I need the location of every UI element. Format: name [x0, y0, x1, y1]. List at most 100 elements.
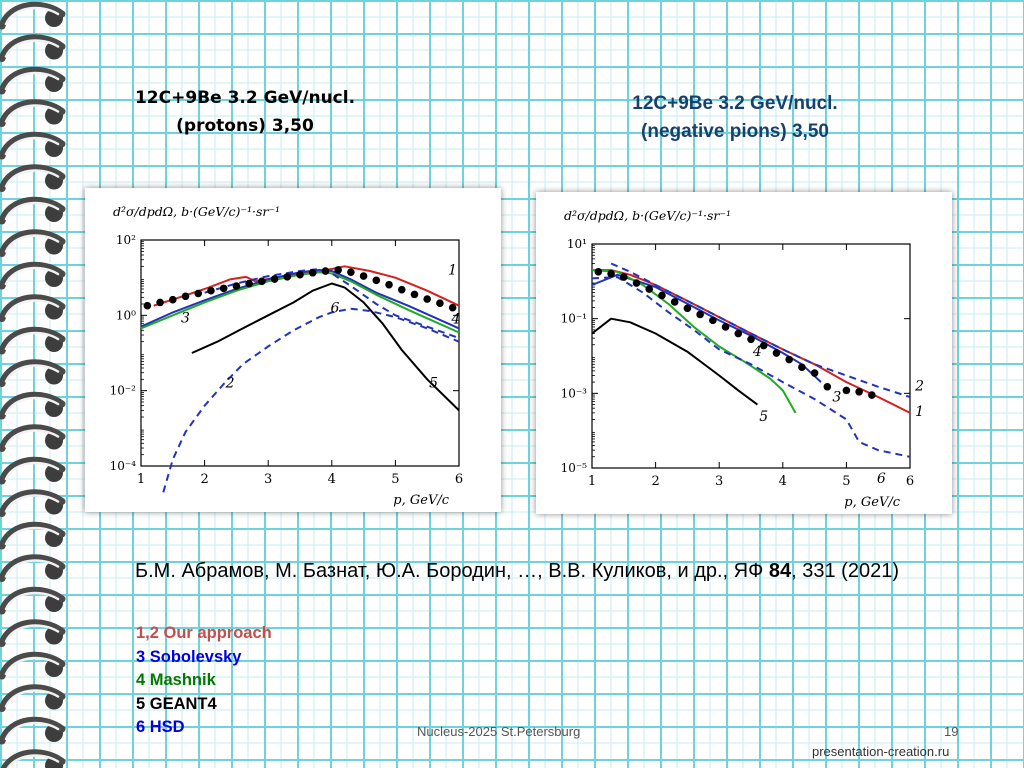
footer-conference: Nucleus-2025 St.Petersburg	[417, 724, 581, 739]
data-point	[734, 329, 743, 338]
legend-item-geant4: 5 GEANT4	[136, 694, 217, 713]
spiral-ring	[0, 749, 66, 768]
series-line-5	[191, 282, 460, 412]
legend-item-hsd: 6 HSD	[136, 718, 185, 736]
data-point	[219, 284, 228, 293]
data-point	[321, 267, 330, 275]
spiral-ring	[0, 196, 66, 225]
data-point	[181, 292, 190, 301]
series-line-5	[591, 317, 758, 406]
page-number: 19	[944, 724, 959, 739]
x-tick-label: 3	[264, 472, 272, 487]
data-point	[372, 276, 381, 285]
x-tick-label: 6	[906, 474, 914, 489]
y-tick-label: 10⁻²	[110, 384, 137, 398]
curve-label-3: 3	[832, 390, 841, 406]
data-point	[632, 279, 641, 287]
data-point	[772, 349, 781, 357]
y-tick-label: 10⁻⁵	[561, 461, 588, 475]
spiral-ring	[0, 359, 66, 387]
curve-label-1: 1	[915, 404, 924, 420]
x-tick-label: 5	[842, 474, 850, 489]
data-point	[842, 386, 851, 395]
spiral-ring	[0, 99, 66, 127]
series-line-4	[140, 271, 460, 334]
data-point	[232, 282, 241, 290]
spiral-ring	[0, 34, 66, 62]
x-tick-label: 3	[715, 474, 723, 489]
x-tick-label: 5	[391, 472, 399, 487]
x-tick-label: 2	[651, 474, 659, 489]
x-tick-label: 6	[455, 472, 463, 487]
data-point	[397, 285, 406, 294]
data-point	[423, 295, 432, 303]
x-tick-label: 4	[779, 474, 787, 489]
curve-label-6: 6	[877, 471, 886, 487]
data-point	[347, 268, 355, 276]
pions-chart-svg: 1 2 3 4 5 6 10¹ 10⁻¹ 10⁻³ 10⁻⁵ d²σ/dpdΩ, b·(GeV/c)…	[561, 208, 925, 510]
notebook-spiral-binding	[0, 1, 66, 768]
y-tick-label: 10¹	[567, 237, 587, 251]
curve-label-6: 6	[331, 300, 340, 316]
data-point	[448, 303, 457, 312]
data-point	[683, 304, 692, 313]
data-point	[436, 299, 444, 307]
data-point	[385, 280, 393, 289]
data-point	[296, 270, 304, 279]
series-line-3	[140, 269, 460, 330]
protons-chart: 1 2 3 4 5 6 10² 10⁰ 10⁻² 10⁻⁴ d²σ/dpdΩ, b·(GeV/c)⁻…	[85, 188, 501, 512]
x-axis-label: p, GeV/c	[393, 493, 449, 508]
spiral-ring	[0, 554, 66, 582]
y-tick-label: 10⁻³	[561, 386, 588, 400]
spiral-ring	[0, 131, 66, 160]
data-point	[747, 335, 755, 344]
data-point	[823, 382, 832, 391]
spiral-ring	[0, 716, 66, 745]
spiral-ring	[0, 391, 66, 420]
data-point	[594, 268, 603, 276]
spiral-ring	[0, 586, 66, 615]
citation: Б.М. Абрамов, М. Базнат, Ю.А. Бородин, ……	[135, 560, 899, 583]
model-legend: 1,2 Our approach 3 Sobolevsky 4 Mashnik …	[136, 622, 272, 740]
spiral-ring	[0, 326, 66, 355]
data-point	[156, 298, 164, 307]
spiral-ring	[0, 651, 66, 680]
data-point	[620, 273, 628, 281]
spiral-ring	[0, 164, 66, 192]
data-point	[334, 266, 342, 274]
series-line-6	[591, 276, 911, 458]
spiral-ring	[0, 684, 66, 712]
spiral-ring	[0, 456, 66, 485]
data-point	[855, 387, 863, 396]
data-point	[868, 391, 876, 399]
data-point	[194, 289, 203, 298]
data-point	[245, 279, 253, 288]
citation-pages: , 331 (2021)	[791, 560, 899, 582]
data-point	[645, 285, 654, 293]
right-title-line2: (negative pions) 3,50	[641, 121, 829, 142]
data-point	[670, 298, 679, 306]
curve-label-2: 2	[225, 376, 235, 392]
y-tick-label: 10⁰	[116, 308, 136, 322]
legend-item-our-approach: 1,2 Our approach	[136, 624, 272, 642]
y-tick-label: 10²	[116, 233, 136, 247]
spiral-ring	[0, 261, 66, 290]
site-watermark: presentation-creation.ru	[812, 744, 950, 759]
data-point	[721, 323, 730, 331]
data-point	[798, 363, 806, 372]
data-point	[658, 291, 666, 300]
data-point	[143, 301, 152, 310]
curve-label-5: 5	[759, 409, 768, 425]
pions-chart: 1 2 3 4 5 6 10¹ 10⁻¹ 10⁻³ 10⁻⁵ d²σ/dpdΩ, b·(GeV/c)…	[536, 192, 952, 514]
x-tick-label: 2	[200, 472, 208, 487]
left-title-line1: 12C+9Be 3.2 GeV/nucl.	[134, 88, 356, 108]
curve-label-1: 1	[448, 263, 457, 279]
series-line-6	[204, 268, 460, 339]
data-point	[759, 341, 768, 350]
y-axis-label: d²σ/dpdΩ, b·(GeV/c)⁻¹·sr⁻¹	[113, 204, 280, 219]
citation-volume: 84	[768, 560, 792, 582]
spiral-ring	[0, 521, 66, 550]
plot-frame	[591, 243, 911, 469]
data-point	[308, 268, 317, 277]
spiral-ring	[0, 619, 66, 647]
